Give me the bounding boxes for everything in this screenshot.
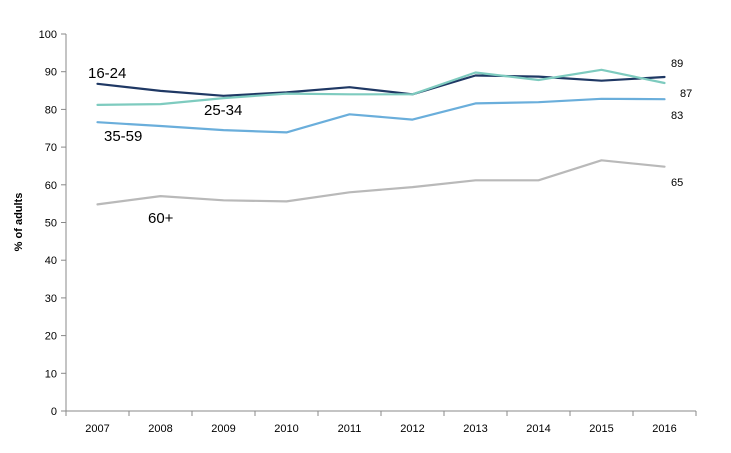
x-tick-label: 2012 [400, 423, 424, 435]
y-tick-label: 90 [45, 67, 57, 79]
series-line-25-34 [96, 68, 666, 107]
y-tick-label: 70 [45, 142, 57, 154]
x-tick-label: 2007 [85, 423, 109, 435]
series-end-value-label: 87 [680, 88, 692, 100]
y-tick-label: 40 [45, 255, 57, 267]
y-tick-label: 30 [45, 293, 57, 305]
series-labels: 16-24 89 25-34 87 35-59 83 60+ 65 [88, 58, 692, 227]
series-line-35-59 [96, 97, 666, 134]
y-tick-label: 50 [45, 218, 57, 230]
y-axis-title: % of adults [13, 193, 25, 252]
y-tick-label: 20 [45, 331, 57, 343]
y-tick-label: 10 [45, 368, 57, 380]
series-lines [96, 68, 666, 206]
series-line-16-24 [96, 74, 666, 97]
series-end-value-label: 83 [671, 110, 683, 122]
x-tick-label: 2011 [338, 423, 362, 435]
x-tick-label: 2008 [148, 423, 172, 435]
series-end-value-label: 65 [671, 177, 683, 189]
series-end-value-label: 89 [671, 58, 683, 70]
x-tick-label: 2009 [211, 423, 235, 435]
series-line-60+ [96, 159, 666, 206]
x-axis: 2007 2008 2009 2010 2011 2012 2013 2014 2015 2016 [65, 410, 697, 435]
y-tick-label: 100 [39, 29, 57, 41]
y-tick-label: 0 [51, 406, 57, 418]
x-tick-label: 2014 [526, 423, 550, 435]
series-name-label: 60+ [148, 210, 174, 227]
x-tick-label: 2013 [463, 423, 487, 435]
y-tick-label: 80 [45, 104, 57, 116]
y-tick-label: 60 [45, 180, 57, 192]
x-tick-label: 2015 [589, 423, 613, 435]
series-name-label: 35-59 [104, 128, 142, 145]
y-axis: 0 10 20 30 40 50 60 70 80 90 100 [39, 29, 67, 418]
series-name-label: 25-34 [204, 102, 242, 119]
series-name-label: 16-24 [88, 65, 126, 82]
x-tick-label: 2016 [652, 423, 676, 435]
x-tick-label: 2010 [274, 423, 298, 435]
